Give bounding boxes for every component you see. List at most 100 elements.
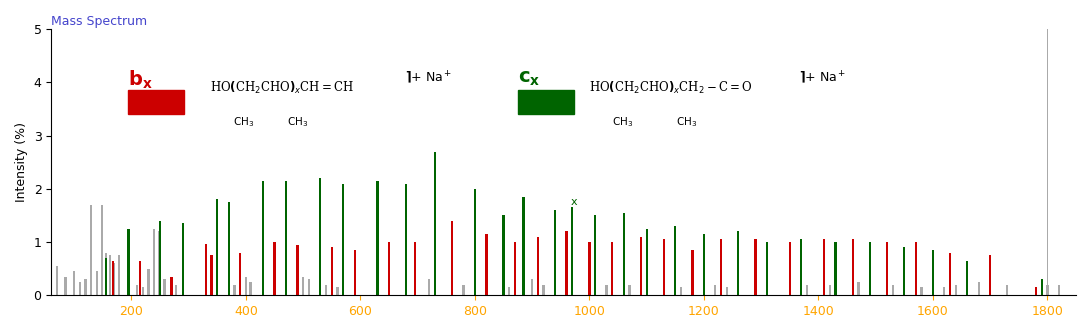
Bar	[211, 255, 213, 295]
Bar	[105, 258, 107, 295]
Text: $\boldsymbol{\rceil}$+ Na$^+$: $\boldsymbol{\rceil}$+ Na$^+$	[800, 69, 847, 86]
Bar	[302, 277, 304, 295]
Bar	[565, 285, 567, 295]
Bar	[84, 279, 87, 295]
Bar	[136, 285, 139, 295]
Bar	[886, 242, 888, 295]
Bar	[1057, 285, 1060, 295]
Bar	[646, 229, 648, 295]
Bar	[244, 277, 247, 295]
Bar	[502, 285, 505, 295]
Bar	[297, 245, 299, 295]
Text: $\quad\quad$ CH$_3\quad\quad\quad\quad$ CH$_3$: $\quad\quad$ CH$_3\quad\quad\quad\quad$ …	[589, 116, 698, 129]
Bar	[153, 229, 155, 295]
Text: $\quad\quad$ CH$_3\quad\quad\quad$ CH$_3$: $\quad\quad$ CH$_3\quad\quad\quad$ CH$_3…	[211, 116, 309, 129]
Y-axis label: Intensity (%): Intensity (%)	[15, 122, 28, 202]
Bar	[250, 282, 252, 295]
Bar	[639, 237, 643, 295]
Bar	[105, 253, 107, 295]
Bar	[537, 285, 539, 295]
Bar	[829, 285, 831, 295]
Bar	[405, 287, 407, 295]
Text: HO$\boldsymbol{(}$CH$_2$CHO$\boldsymbol{)}$$_x$CH$=$CH: HO$\boldsymbol{(}$CH$_2$CHO$\boldsymbol{…	[211, 80, 355, 96]
Bar	[405, 183, 407, 295]
Bar	[674, 226, 676, 295]
Bar	[835, 242, 837, 295]
Bar	[949, 253, 951, 295]
Bar	[715, 285, 717, 295]
Bar	[56, 266, 58, 295]
Bar	[434, 285, 436, 295]
Bar	[182, 223, 184, 295]
Bar	[800, 239, 802, 295]
Bar	[1034, 287, 1038, 295]
Bar	[537, 237, 539, 295]
Bar	[1046, 29, 1048, 295]
Bar	[428, 279, 430, 295]
Bar	[1006, 285, 1008, 295]
Bar	[611, 242, 613, 295]
Bar	[662, 285, 666, 295]
Bar	[147, 269, 149, 295]
Bar	[239, 287, 241, 295]
Bar	[139, 261, 141, 295]
Bar	[932, 250, 934, 295]
Bar	[523, 197, 525, 295]
Bar	[175, 285, 177, 295]
Bar	[628, 285, 631, 295]
Bar	[571, 207, 574, 295]
Bar	[789, 242, 791, 295]
Bar	[565, 231, 567, 295]
Bar	[170, 277, 172, 295]
Bar	[413, 242, 416, 295]
Bar	[100, 205, 103, 295]
Bar	[914, 242, 916, 295]
Bar	[159, 221, 161, 295]
Bar	[967, 261, 969, 295]
Bar	[662, 239, 666, 295]
Bar	[502, 215, 505, 295]
Bar	[463, 285, 465, 295]
Bar	[921, 287, 923, 295]
Bar	[112, 261, 115, 295]
Bar	[376, 181, 379, 295]
Bar	[806, 285, 808, 295]
Bar	[170, 282, 172, 295]
Bar	[158, 231, 160, 295]
Bar	[594, 215, 597, 295]
Bar	[388, 242, 391, 295]
Bar	[680, 287, 682, 295]
Bar	[91, 205, 93, 295]
Text: x: x	[571, 197, 578, 207]
Bar	[978, 282, 980, 295]
Bar	[336, 287, 338, 295]
Bar	[205, 244, 207, 295]
Bar	[473, 189, 476, 295]
Bar	[228, 202, 230, 295]
Bar	[606, 285, 608, 295]
Text: $\mathbf{c_x}$: $\mathbf{c_x}$	[517, 69, 540, 88]
Bar	[79, 282, 81, 295]
Bar	[726, 287, 728, 295]
Bar	[868, 242, 871, 295]
Bar	[766, 242, 768, 295]
Bar	[343, 183, 345, 295]
Bar	[239, 253, 241, 295]
Bar	[118, 255, 120, 295]
Bar	[754, 239, 756, 295]
Bar	[514, 242, 516, 295]
Bar	[142, 287, 144, 295]
Bar	[216, 199, 218, 295]
Text: HO$\boldsymbol{(}$CH$_2$CHO$\boldsymbol{)}$$_x$CH$_2-$C$=$O: HO$\boldsymbol{(}$CH$_2$CHO$\boldsymbol{…	[589, 80, 753, 96]
Bar	[128, 90, 184, 114]
Bar	[692, 250, 694, 295]
Bar	[508, 287, 511, 295]
Bar	[588, 242, 590, 295]
Bar	[891, 285, 894, 295]
Bar	[720, 239, 722, 295]
Bar	[353, 250, 356, 295]
Bar	[113, 263, 116, 295]
Bar	[308, 279, 310, 295]
Bar	[262, 181, 264, 295]
Bar	[1041, 287, 1043, 295]
